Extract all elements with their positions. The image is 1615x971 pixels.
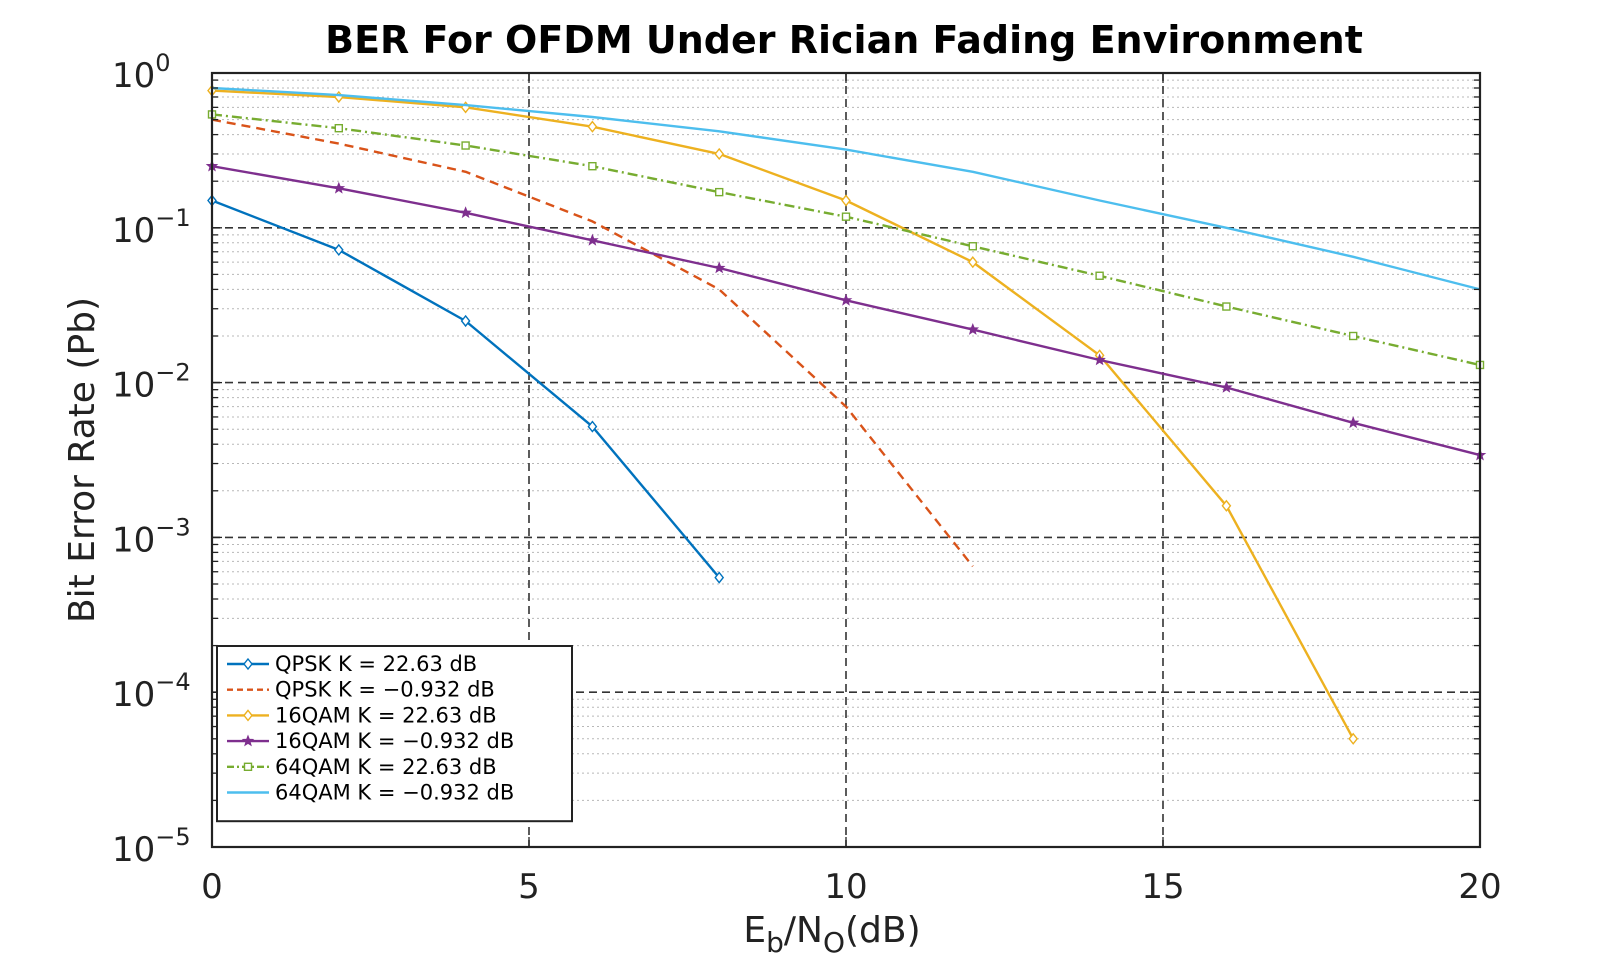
y-tick-labels: 100 10−1 10−2 10−3 10−4 10−5 — [112, 49, 191, 870]
x-tick-label: 15 — [1141, 867, 1184, 907]
data-point — [715, 187, 724, 197]
series-path — [211, 199, 721, 579]
series-path — [211, 118, 974, 568]
data-point — [243, 657, 253, 671]
data-point — [1348, 331, 1358, 341]
series-line — [211, 118, 974, 568]
data-point — [1348, 732, 1359, 745]
data-point — [241, 734, 255, 747]
legend-label: 16QAM K = −0.932 dB — [275, 729, 514, 753]
data-point — [1222, 302, 1231, 311]
axes — [210, 71, 1482, 849]
data-point — [968, 242, 977, 251]
data-point — [839, 293, 853, 306]
y-tick-label: 10−2 — [112, 359, 191, 406]
data-point — [334, 123, 343, 133]
data-point — [712, 261, 726, 274]
legend-entry: 16QAM K = −0.932 dB — [227, 729, 514, 753]
y-tick-label: 10−3 — [112, 513, 191, 560]
data-point — [966, 322, 980, 335]
series-path — [211, 86, 1481, 291]
legend-label: QPSK K = 22.63 dB — [275, 652, 477, 676]
legend-label: 64QAM K = 22.63 dB — [275, 755, 497, 779]
y-tick-label: 10−1 — [112, 204, 191, 251]
data-point — [333, 90, 344, 104]
x-tick-labels: 0 5 10 15 20 — [201, 867, 1501, 907]
legend-label: 16QAM K = 22.63 dB — [275, 703, 497, 727]
y-tick-label: 10−4 — [112, 668, 191, 715]
y-tick-label: 10−5 — [112, 823, 191, 870]
x-tick-label: 0 — [201, 867, 223, 907]
series-line — [205, 159, 1487, 461]
data-point — [459, 206, 472, 219]
data-point — [1095, 271, 1104, 280]
data-point — [1093, 353, 1106, 366]
data-point — [1220, 380, 1233, 393]
data-point — [841, 212, 851, 221]
data-point — [243, 762, 253, 771]
legend-entry: QPSK K = −0.932 dB — [227, 678, 495, 702]
legend-entry: 64QAM K = 22.63 dB — [227, 755, 497, 779]
data-point — [461, 141, 470, 150]
legend-entry: QPSK K = 22.63 dB — [227, 652, 477, 676]
data-point — [714, 147, 725, 161]
legend-box — [216, 645, 573, 823]
data-point — [1221, 499, 1232, 512]
x-tick-label: 5 — [518, 867, 540, 907]
series-path — [211, 89, 1355, 740]
data-point — [333, 243, 344, 257]
y-axis-label: Bit Error Rate (Pb) — [62, 297, 103, 623]
data-point — [332, 181, 346, 194]
data-point — [460, 314, 471, 328]
data-point — [587, 120, 598, 133]
legend-label: 64QAM K = −0.932 dB — [275, 781, 514, 805]
legend-entry: 16QAM K = 22.63 dB — [227, 703, 497, 727]
series-line — [207, 194, 725, 584]
data-point — [967, 256, 978, 269]
data-point — [586, 233, 599, 246]
series-line — [207, 84, 1359, 745]
data-point — [588, 161, 597, 171]
data-point — [841, 194, 851, 207]
data-point — [243, 709, 253, 722]
chart-title: BER For OFDM Under Rician Fading Environ… — [325, 18, 1363, 62]
series-layer — [205, 84, 1487, 745]
data-point — [714, 571, 725, 584]
x-tick-label: 10 — [824, 867, 867, 907]
series-line — [211, 86, 1481, 291]
y-tick-label: 100 — [112, 49, 171, 96]
legend-entry: 64QAM K = −0.932 dB — [227, 781, 514, 805]
data-point — [587, 420, 598, 433]
x-axis-label: Eb/NO(dB) — [743, 910, 920, 959]
data-point — [1346, 416, 1360, 429]
x-tick-label: 20 — [1458, 867, 1501, 907]
legend-label: QPSK K = −0.932 dB — [275, 678, 495, 702]
